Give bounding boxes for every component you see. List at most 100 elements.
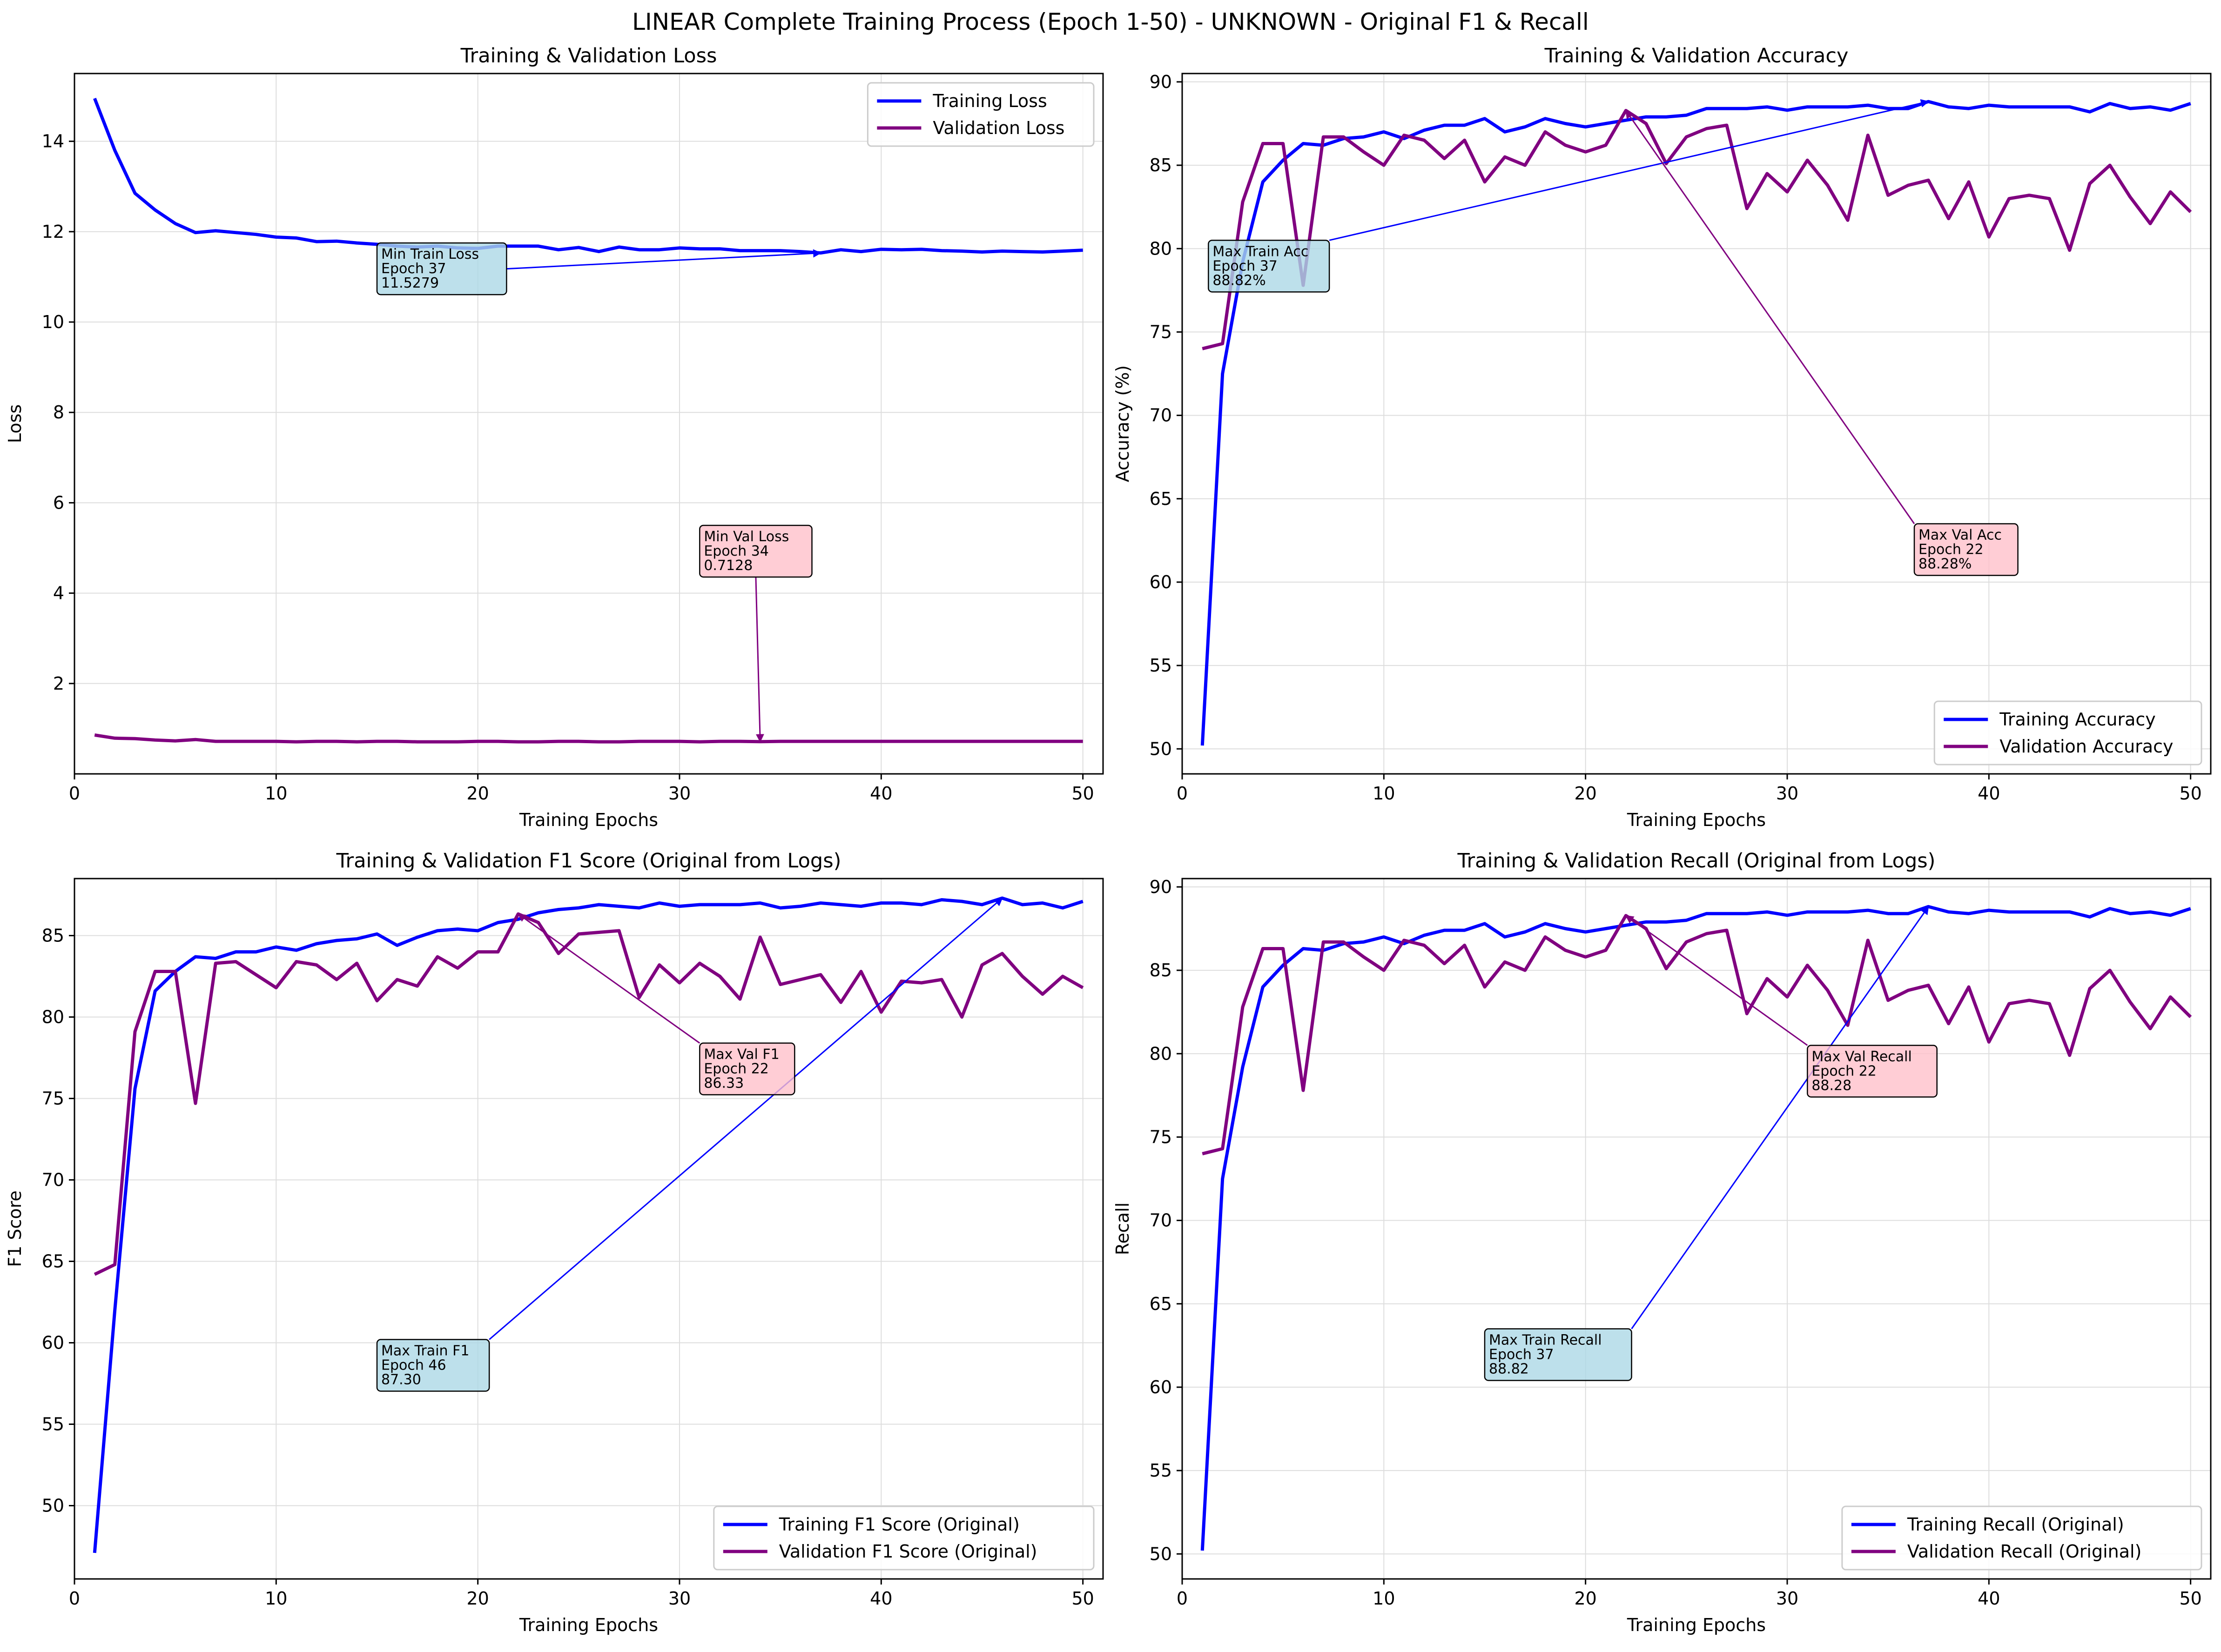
annotation-arrow — [506, 249, 822, 270]
x-tick-label: 40 — [1978, 1588, 2000, 1609]
y-tick-label: 80 — [1150, 238, 1172, 259]
y-axis-label: Recall — [1112, 1202, 1133, 1255]
series-line-val — [94, 733, 1083, 744]
legend-label: Validation Accuracy — [1999, 736, 2173, 757]
y-tick-label: 80 — [1150, 1043, 1172, 1064]
y-tick-label: 85 — [42, 926, 64, 946]
panel-f1: 0 10 20 30 40 50 50 55 60 65 70 75 80 85 Training & Va… — [5, 849, 1104, 1635]
annotation-text: 88.28% — [1918, 556, 1972, 572]
y-axis-label: Accuracy (%) — [1112, 365, 1133, 482]
x-tick-label: 0 — [1177, 783, 1188, 804]
annotation-text: 86.33 — [704, 1075, 744, 1092]
annotation-text: Epoch 22 — [704, 1061, 769, 1077]
y-tick-label: 55 — [1150, 1460, 1172, 1481]
annotation-box — [1208, 240, 1330, 293]
y-tick-label: 80 — [42, 1007, 64, 1027]
annotation-arrow — [1329, 99, 1930, 241]
annotation-text: Min Train Loss — [381, 246, 479, 262]
annotation-text: Epoch 22 — [1811, 1063, 1877, 1079]
annotation-text: Epoch 37 — [1489, 1347, 1554, 1363]
panel-title: Training & Validation F1 Score (Original… — [336, 849, 841, 873]
series-line-train — [1200, 905, 2191, 1551]
y-tick-label: 4 — [53, 583, 64, 604]
x-tick-label: 20 — [1574, 1588, 1596, 1609]
annotation-arrow — [755, 577, 764, 743]
y-tick-label: 75 — [1150, 322, 1172, 342]
series-line-train — [93, 98, 1083, 255]
annotation-box — [376, 1339, 490, 1392]
x-tick-label: 0 — [1177, 1588, 1188, 1609]
x-tick-label: 10 — [1373, 783, 1395, 804]
annotation-box — [699, 1042, 795, 1095]
y-tick-label: 75 — [42, 1088, 64, 1109]
panel-title: Training & Validation Loss — [460, 44, 717, 67]
y-tick-label: 8 — [53, 402, 64, 423]
annotation-text: Max Val F1 — [704, 1047, 779, 1063]
panel-loss: 0 10 20 30 40 50 2 4 6 8 10 12 14 Training & Validati… — [5, 44, 1104, 830]
axes-frame — [1181, 73, 2212, 775]
legend-label: Training Recall (Original) — [1907, 1514, 2124, 1535]
annotation-text: Epoch 37 — [1212, 258, 1278, 274]
annotation-arrow — [517, 913, 700, 1044]
x-axis-label: Training Epochs — [519, 1615, 658, 1635]
legend-label: Validation Recall (Original) — [1907, 1541, 2142, 1562]
x-tick-label: 20 — [466, 1588, 489, 1609]
x-axis-label: Training Epochs — [1627, 1615, 1766, 1635]
x-tick-label: 20 — [1574, 783, 1596, 804]
axes-frame — [74, 73, 1104, 775]
legend: Training Accuracy Validation Accuracy — [1933, 700, 2202, 766]
x-tick-label: 50 — [2179, 783, 2201, 804]
legend: Training Recall (Original) Validation Rec… — [1841, 1505, 2202, 1571]
x-tick-label: 20 — [466, 783, 489, 804]
legend-label: Validation Loss — [933, 118, 1064, 138]
x-tick-label: 40 — [870, 1588, 892, 1609]
legend-box — [1933, 700, 2202, 766]
y-tick-label: 10 — [42, 312, 64, 332]
series-line-train — [1200, 100, 2191, 746]
x-tick-label: 0 — [69, 783, 80, 804]
y-tick-label: 2 — [53, 673, 64, 694]
series-line-val — [94, 912, 1084, 1276]
figure-suptitle: LINEAR Complete Training Process (Epoch … — [632, 8, 1589, 35]
axes-frame — [74, 878, 1104, 1580]
annotation-text: 88.82 — [1489, 1361, 1529, 1377]
y-tick-label: 75 — [1150, 1127, 1172, 1147]
legend: Training F1 Score (Original) Validation F… — [713, 1505, 1095, 1571]
annotation-box — [1484, 1328, 1632, 1381]
annotation-text: Epoch 37 — [381, 261, 446, 277]
legend-box — [713, 1505, 1095, 1571]
panel-accuracy: 0 10 20 30 40 50 50 55 60 65 70 75 80 85 90 Training & … — [1112, 44, 2212, 830]
x-tick-label: 50 — [1071, 783, 1094, 804]
annotation-box — [376, 242, 507, 295]
annotation-text: Epoch 22 — [1918, 542, 1984, 558]
y-tick-label: 12 — [42, 222, 64, 242]
x-tick-label: 50 — [1071, 1588, 1094, 1609]
legend-box — [867, 82, 1095, 147]
y-tick-label: 60 — [1150, 1377, 1172, 1397]
annotation-text: 11.5279 — [381, 275, 439, 291]
x-tick-label: 10 — [1373, 1588, 1395, 1609]
y-tick-label: 60 — [42, 1333, 64, 1353]
y-tick-label: 50 — [42, 1496, 64, 1516]
x-axis-label: Training Epochs — [519, 810, 658, 830]
series-line-val — [1202, 914, 2192, 1155]
annotation-arrow — [1625, 915, 1808, 1046]
y-tick-label: 14 — [42, 131, 64, 152]
y-tick-label: 60 — [1150, 572, 1172, 592]
annotation-text: 88.28 — [1811, 1077, 1851, 1094]
y-tick-label: 90 — [1150, 877, 1172, 897]
annotation-text: 0.7128 — [704, 557, 753, 574]
annotation-arrow — [1625, 110, 1915, 524]
annotation-text: Epoch 46 — [381, 1357, 446, 1374]
y-axis-label: Loss — [5, 404, 25, 443]
y-axis-label: F1 Score — [5, 1190, 25, 1267]
y-tick-label: 50 — [1150, 739, 1172, 759]
y-tick-label: 85 — [1150, 960, 1172, 980]
annotation-box — [699, 524, 813, 578]
annotation-box — [1807, 1045, 1938, 1098]
x-tick-label: 10 — [265, 783, 287, 804]
legend-box — [1841, 1505, 2202, 1571]
x-tick-label: 50 — [2179, 1588, 2201, 1609]
annotation-box — [1913, 523, 2019, 576]
